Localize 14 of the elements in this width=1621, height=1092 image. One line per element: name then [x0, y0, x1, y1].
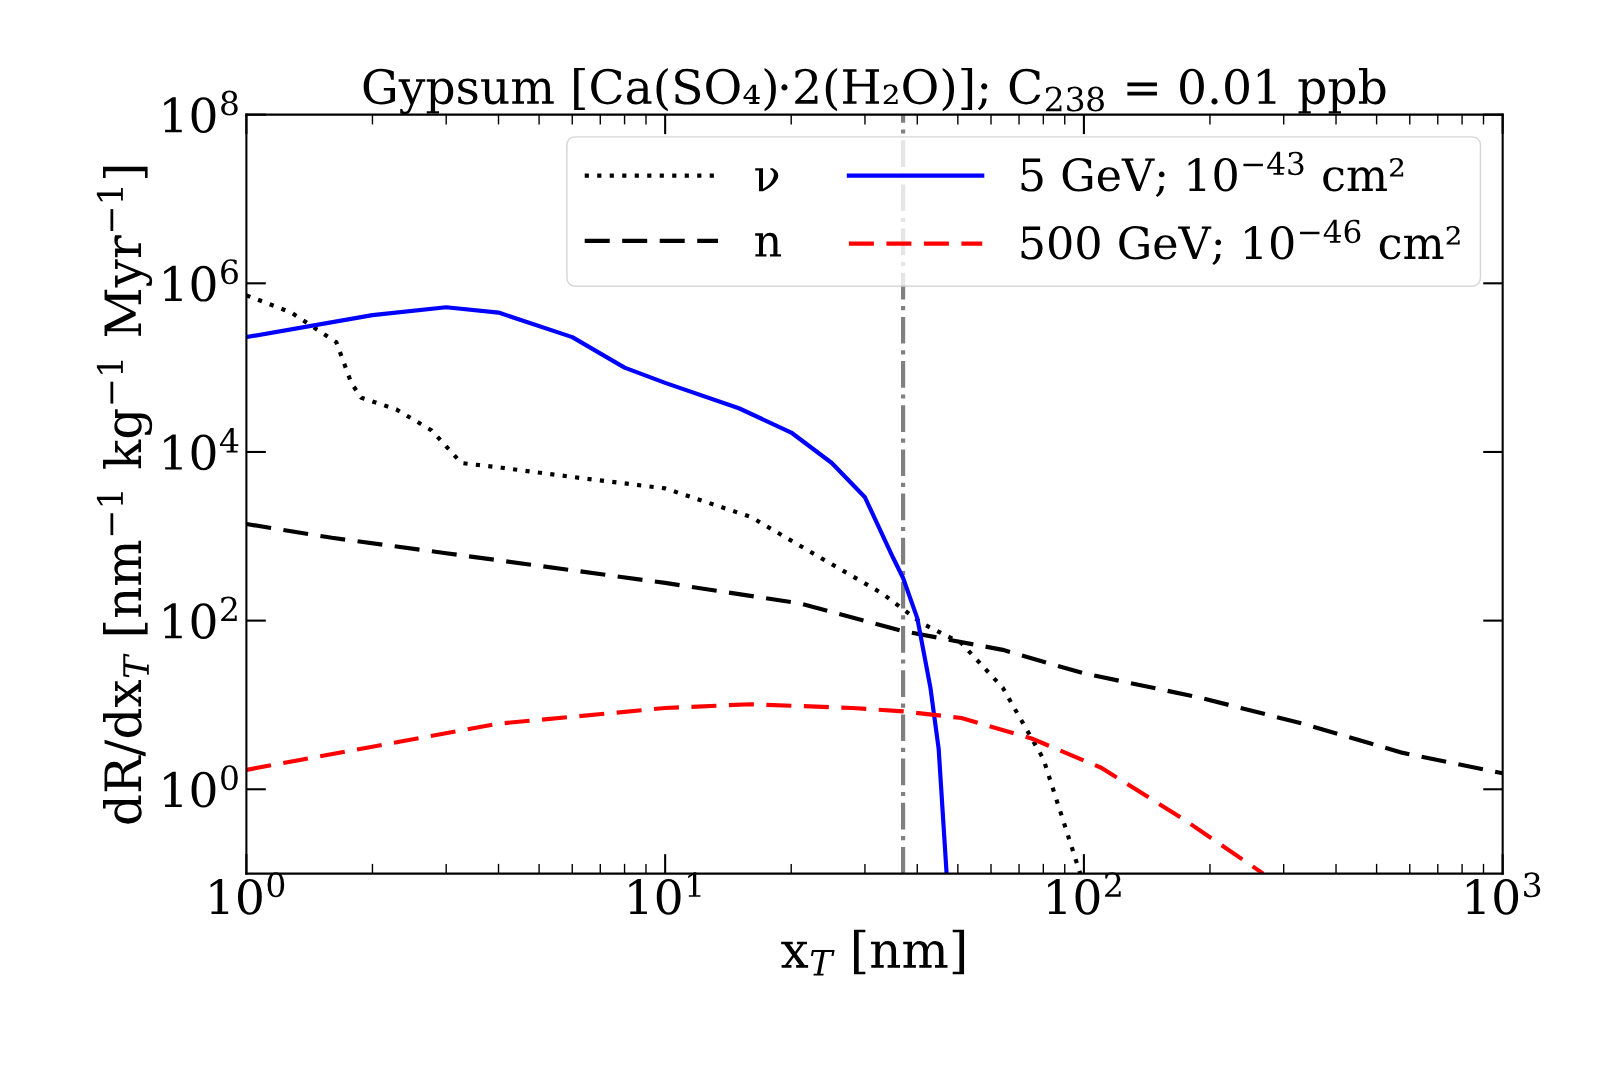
x-tick-label: 10$^{1}$ [629, 872, 701, 915]
y-tick-label: 10$^{2}$ [164, 596, 237, 639]
y-tick-label: 10$^{8}$ [164, 90, 238, 133]
legend-label: n [755, 232, 781, 257]
y-tick-label: 10$^{6}$ [164, 259, 238, 302]
x-axis-title: x$_{T}$ [nm] [781, 929, 965, 976]
legend-label: ν [755, 168, 779, 192]
y-tick-label: 10$^{4}$ [164, 427, 239, 471]
y-tick-label: 10$^{0}$ [164, 765, 238, 808]
legend-label: 5 GeV; 10$^{−43}$ cm² [1021, 151, 1404, 197]
text: dR/dx$_{T}$ [nm$^{−1}$ kg$^{−1}$ Myr$^{−1}$] [96, 166, 153, 824]
chart-title: Gypsum [Ca(SO₄)·2(H₂O)]; C$_{238}$ = 0.01 ppb [363, 67, 1386, 115]
x-tick-label: 10$^{3}$ [1466, 872, 1541, 915]
legend-label: 500 GeV; 10$^{−46}$ cm² [1021, 219, 1460, 265]
